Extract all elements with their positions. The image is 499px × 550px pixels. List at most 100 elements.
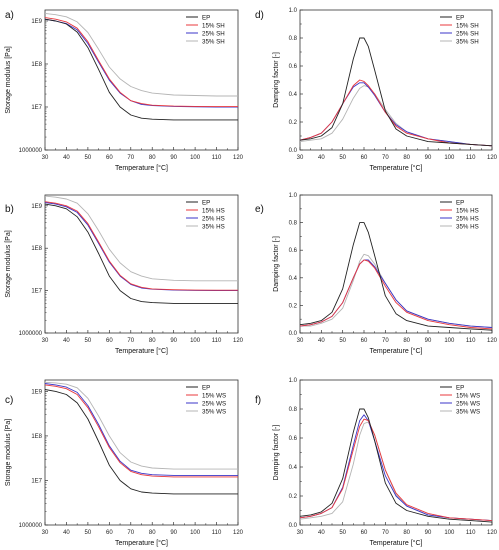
x-tick-label: 30 [42,155,49,161]
y-tick-label: 0.0 [289,331,298,337]
x-axis-label: Temperature [°C] [115,347,168,355]
series-line-3 [44,381,238,470]
x-axis-label: Temperature [°C] [115,164,168,172]
series-line-3 [300,253,493,328]
x-tick-label: 70 [127,338,134,344]
x-tick-label: 50 [339,338,346,344]
y-tick-label: 0.2 [289,120,298,126]
y-tick-label: 0.8 [289,407,298,413]
legend-label: EP [202,199,210,206]
x-tick-label: 100 [444,530,455,536]
x-tick-label: 60 [106,155,113,161]
panel-e: 30 40 50 60 70 80 90 100 110 120 0.0 0.2 0.4 0.6 0.8 1.… [255,193,498,355]
x-tick-label: 110 [466,155,476,161]
x-tick-label: 30 [42,338,49,344]
y-tick-label: 1E9 [31,389,42,395]
x-tick-label: 90 [425,338,432,344]
series-line-0 [299,408,493,523]
x-tick-label: 70 [127,530,134,536]
x-tick-label: 90 [425,155,432,161]
x-tick-label: 60 [361,155,368,161]
legend-label: 25% SH [456,30,479,37]
x-tick-label: 90 [425,530,432,536]
x-tick-label: 40 [63,530,70,536]
y-tick-label: 1000000 [19,148,43,154]
series-line-2 [44,383,238,476]
legend-label: 15% WS [456,392,480,399]
panel-f: 30 40 50 60 70 80 90 100 110 120 0.0 0.2 0.4 0.6 0.8 1.… [255,378,498,547]
legend-label: 35% WS [456,408,480,415]
x-tick-label: 50 [339,530,346,536]
x-tick-label: 100 [444,155,455,161]
y-axis-label: Storage modulus [Pa] [5,230,12,297]
y-tick-label: 1E8 [31,62,42,68]
legend-label: 25% HS [202,215,225,222]
x-tick-label: 40 [318,155,325,161]
y-tick-label: 0.2 [289,494,298,500]
x-tick-label: 110 [212,338,222,344]
x-tick-label: 90 [170,338,177,344]
y-tick-label: 0.8 [289,36,298,42]
x-tick-label: 120 [233,530,244,536]
legend-label: 15% HS [202,207,225,214]
x-tick-label: 120 [487,530,498,536]
x-tick-label: 110 [212,530,222,536]
legend-label: 35% SH [456,38,479,45]
legend-label: EP [456,384,464,391]
y-tick-label: 1E7 [31,105,42,111]
x-tick-label: 80 [403,155,410,161]
series-line-0 [44,389,238,495]
legend-label: 25% WS [202,400,226,407]
y-tick-label: 0.4 [289,92,298,98]
series-line-1 [44,384,238,478]
x-tick-label: 40 [63,338,70,344]
legend-label: 35% SH [202,38,225,45]
x-tick-label: 110 [466,338,476,344]
x-tick-label: 90 [170,530,177,536]
panel-d: 30 40 50 60 70 80 90 100 110 120 0.0 0.2 0.4 0.6 0.8 1.… [255,8,498,172]
x-tick-label: 70 [382,530,389,536]
x-tick-label: 80 [149,155,156,161]
x-tick-label: 100 [444,338,455,344]
x-tick-label: 60 [361,338,368,344]
legend-label: 25% SH [202,30,225,37]
y-axis-label: Storage modulus [Pa] [5,419,12,486]
x-axis-label: Temperature [°C] [370,347,423,355]
y-tick-label: 0.8 [289,221,298,227]
panel-label: a) [5,10,14,21]
x-tick-label: 50 [339,155,346,161]
x-tick-label: 30 [297,338,304,344]
y-tick-label: 1E7 [31,478,42,484]
series-line-0 [44,203,238,304]
y-axis-label: Damping factor [-] [273,52,280,108]
panel-label: e) [255,204,264,215]
x-tick-label: 40 [318,338,325,344]
x-tick-label: 60 [106,530,113,536]
series-line-3 [44,195,238,282]
y-tick-label: 1E7 [31,289,42,295]
y-tick-label: 0.2 [289,303,298,309]
panel-a: 30 40 50 60 70 80 90 100 110 120 1000000 1E7 1E8 1E9 T… [5,9,244,172]
x-tick-label: 30 [297,530,304,536]
x-tick-label: 70 [382,338,389,344]
y-tick-label: 1E9 [31,204,42,210]
series-line-0 [299,37,493,147]
legend-label: 35% HS [456,223,479,230]
series-line-2 [299,414,493,522]
y-axis-label: Storage modulus [Pa] [5,46,12,113]
x-tick-label: 80 [403,338,410,344]
panel-label: b) [5,204,14,215]
x-tick-label: 50 [85,338,92,344]
x-axis-label: Temperature [°C] [370,164,423,172]
panel-c: 30 40 50 60 70 80 90 100 110 120 1000000 1E7 1E8 1E9 T… [5,379,244,547]
series-line-0 [299,222,493,331]
series-line-1 [299,418,493,522]
panel-label: c) [5,395,13,406]
x-tick-label: 100 [190,530,201,536]
panel-label: f) [255,395,261,406]
x-tick-label: 80 [149,338,156,344]
